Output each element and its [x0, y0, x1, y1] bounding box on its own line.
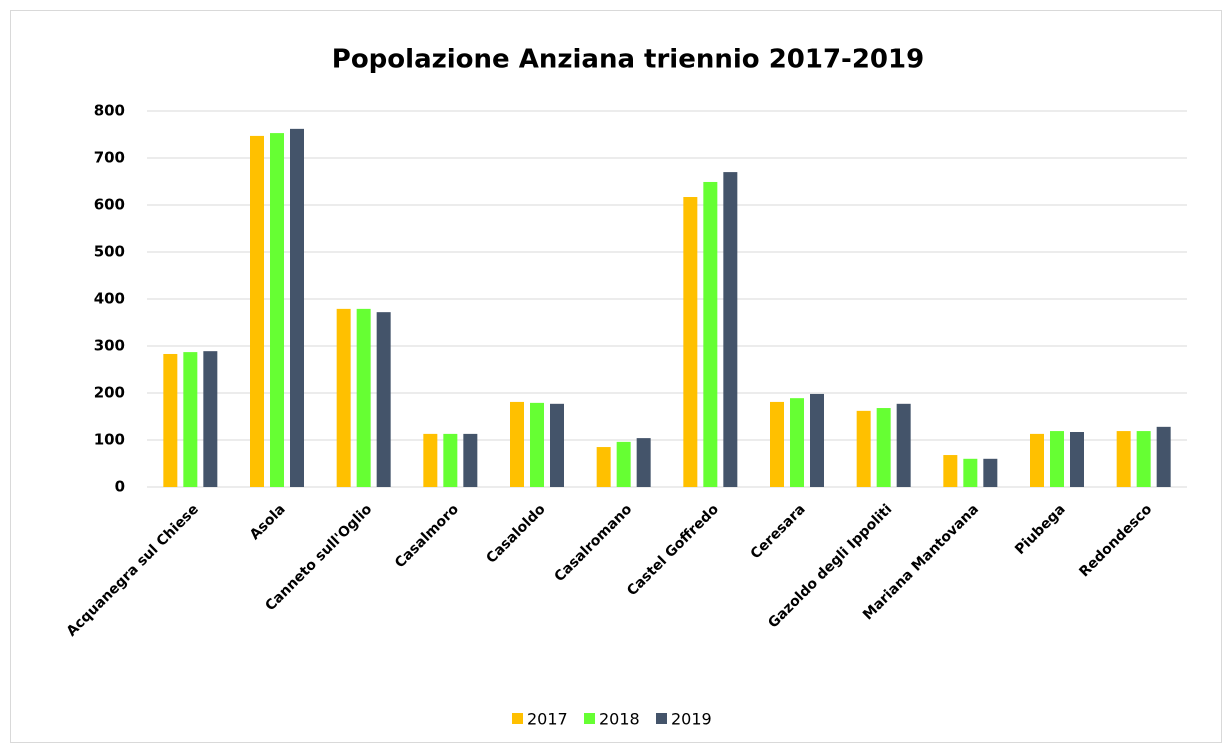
bar	[770, 401, 784, 487]
bar	[1030, 433, 1044, 487]
y-tick-label: 700	[94, 149, 125, 167]
bar	[376, 312, 391, 487]
y-tick-label: 300	[94, 337, 125, 355]
bar	[636, 438, 651, 487]
chart-title: Popolazione Anziana triennio 2017-2019	[332, 45, 924, 75]
bar	[790, 398, 804, 487]
bar	[443, 433, 458, 487]
legend-label: 2017	[527, 710, 568, 729]
legend-label: 2019	[671, 710, 712, 729]
bar	[183, 352, 198, 487]
bar	[250, 135, 264, 487]
y-tick-label: 600	[94, 196, 125, 214]
bar	[1050, 431, 1064, 487]
y-tick-label: 500	[94, 243, 125, 261]
bar	[1136, 431, 1151, 487]
y-tick-label: 100	[94, 431, 125, 449]
y-tick-label: 200	[94, 384, 125, 402]
bar	[896, 403, 911, 487]
bar	[510, 401, 524, 487]
bar	[596, 447, 611, 487]
bar	[810, 393, 824, 487]
bar	[270, 133, 284, 487]
bar	[550, 403, 564, 487]
bar	[683, 197, 698, 487]
legend-swatch	[584, 713, 595, 724]
bar	[290, 128, 304, 488]
bar	[463, 433, 478, 487]
bar	[530, 402, 544, 487]
legend-label: 2018	[599, 710, 640, 729]
bar	[163, 353, 178, 487]
bar	[876, 408, 891, 487]
bar	[943, 455, 958, 487]
legend-swatch	[512, 713, 523, 724]
legend-swatch	[656, 713, 667, 724]
bar	[983, 458, 998, 487]
bar	[203, 351, 218, 487]
bar	[1070, 432, 1084, 487]
y-tick-label: 0	[115, 478, 125, 496]
bar	[616, 441, 631, 487]
bar	[703, 181, 718, 487]
bar	[423, 433, 438, 487]
bar	[963, 458, 978, 487]
bar	[336, 308, 351, 487]
bar	[723, 172, 738, 487]
y-tick-label: 800	[94, 102, 125, 120]
bar	[356, 308, 371, 487]
bar	[856, 410, 871, 487]
bar	[1156, 426, 1171, 487]
bar	[1116, 431, 1131, 487]
y-tick-label: 400	[94, 290, 125, 308]
